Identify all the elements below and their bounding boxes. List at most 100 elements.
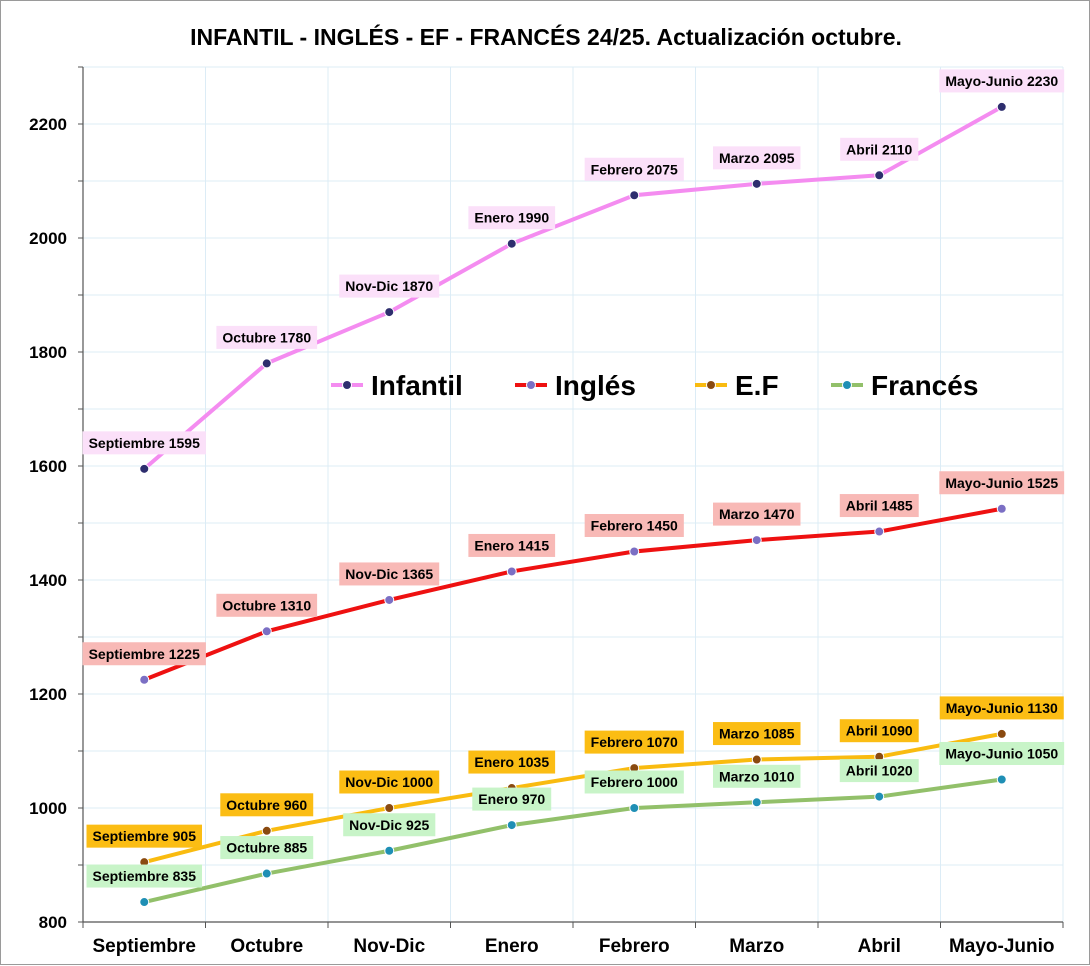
- data-label-text: Marzo 1470: [719, 506, 795, 522]
- data-label-text: Febrero 1070: [591, 734, 678, 750]
- data-label: Mayo-Junio 1525: [939, 471, 1065, 495]
- data-label-text: Mayo-Junio 1050: [945, 746, 1058, 762]
- data-label-box: [216, 593, 318, 617]
- data-point: [874, 170, 885, 181]
- data-point: [874, 526, 885, 537]
- data-label: Abril 2110: [840, 137, 919, 161]
- data-label: Octubre 1310: [216, 593, 318, 617]
- data-point: [261, 626, 272, 637]
- data-label: Febrero 1450: [584, 514, 684, 537]
- y-tick-label: 1200: [29, 685, 67, 704]
- data-label-text: Octubre 885: [226, 840, 307, 856]
- data-label: Mayo-Junio 1130: [939, 696, 1064, 720]
- data-label-text: Abril 1485: [846, 498, 913, 514]
- data-label: Marzo 1470: [713, 502, 801, 526]
- legend-swatch-marker: [526, 380, 536, 390]
- data-label-text: Abril 2110: [846, 141, 912, 157]
- data-label-text: Marzo 1085: [719, 726, 795, 742]
- data-label-box: [86, 864, 202, 888]
- data-label-box: [216, 325, 318, 349]
- data-label-text: Marzo 1010: [719, 768, 795, 784]
- data-label-text: Nov-Dic 925: [349, 817, 429, 833]
- data-point: [874, 791, 885, 802]
- legend-label: Infantil: [371, 370, 463, 401]
- data-point: [751, 178, 762, 189]
- data-label-box: [468, 533, 556, 557]
- data-label: Septiembre 1225: [82, 642, 206, 666]
- data-label-text: Mayo-Junio 1130: [946, 700, 1058, 716]
- data-label-box: [939, 69, 1065, 93]
- data-point: [261, 358, 272, 369]
- data-label-box: [220, 836, 314, 860]
- data-label: Abril 1090: [839, 719, 919, 743]
- data-label-text: Enero 1990: [474, 210, 549, 226]
- data-label-box: [339, 274, 440, 298]
- x-tick-label: Abril: [858, 936, 901, 957]
- series-line-infantil: [142, 104, 1004, 471]
- legend-label: Francés: [871, 370, 978, 401]
- data-label-text: Octubre 1310: [222, 597, 311, 613]
- chart-title: INFANTIL - INGLÉS - EF - FRANCÉS 24/25. …: [190, 23, 902, 50]
- data-point: [751, 797, 762, 808]
- data-label-box: [472, 787, 552, 811]
- data-label-text: Enero 970: [478, 791, 545, 807]
- data-label-text: Septiembre 1595: [89, 435, 200, 451]
- series-line-francs: [142, 777, 1004, 905]
- data-point: [506, 820, 517, 831]
- data-label: Febrero 1070: [584, 730, 684, 754]
- y-tick-label: 1600: [29, 457, 67, 476]
- data-label-text: Nov-Dic 1000: [345, 774, 433, 790]
- data-point: [996, 728, 1007, 739]
- data-point: [384, 594, 395, 605]
- data-label-box: [839, 759, 919, 783]
- data-label: Enero 1035: [468, 750, 556, 774]
- data-label: Abril 1485: [839, 494, 919, 518]
- data-label: Nov-Dic 1870: [339, 274, 440, 298]
- data-point: [629, 803, 640, 813]
- data-point: [506, 566, 517, 577]
- data-label-box: [713, 722, 801, 746]
- data-point: [996, 503, 1007, 514]
- series-line-ingls: [142, 506, 1004, 682]
- data-label: Nov-Dic 925: [343, 813, 436, 837]
- gridlines: [83, 66, 1064, 922]
- data-label-box: [339, 562, 440, 586]
- data-label: Abril 1020: [839, 759, 919, 783]
- legend-item: Francés: [831, 370, 978, 401]
- y-tick-label: 1800: [29, 343, 67, 362]
- data-point: [629, 190, 640, 201]
- data-label-box: [468, 750, 556, 774]
- data-label-box: [939, 471, 1065, 495]
- data-label-text: Nov-Dic 1870: [345, 278, 433, 294]
- data-label: Nov-Dic 1000: [339, 770, 440, 794]
- data-label-box: [86, 824, 202, 848]
- data-label: Octubre 1780: [216, 325, 318, 349]
- data-point: [139, 674, 150, 685]
- data-label-box: [343, 813, 436, 837]
- data-label-box: [82, 642, 206, 666]
- data-label-box: [584, 730, 684, 754]
- data-label-text: Mayo-Junio 1525: [945, 475, 1058, 491]
- x-tick-label: Mayo-Junio: [949, 936, 1055, 957]
- data-label-box: [82, 431, 206, 455]
- legend-label: Inglés: [555, 370, 636, 401]
- y-tick-label: 1400: [29, 571, 67, 590]
- data-label: Nov-Dic 1365: [339, 562, 440, 586]
- y-tick-label: 800: [39, 913, 67, 932]
- data-label-text: Octubre 1780: [222, 329, 311, 345]
- data-point: [384, 307, 395, 318]
- axes: 800 1000 1200 1400 1600 1800 2000 2200 Septiembr…: [29, 66, 1064, 957]
- data-point: [261, 868, 272, 879]
- data-point: [384, 845, 395, 856]
- legend: Infantil Inglés E.F Francés: [331, 370, 978, 401]
- data-label-box: [339, 770, 440, 794]
- data-label-text: Octubre 960: [226, 797, 307, 813]
- x-tick-label: Febrero: [599, 936, 670, 957]
- legend-swatch-marker: [342, 380, 352, 390]
- data-point: [751, 754, 762, 765]
- legend-swatch-marker: [706, 380, 716, 390]
- data-point: [996, 101, 1007, 112]
- data-label: Septiembre 905: [86, 824, 202, 848]
- x-tick-label: Enero: [485, 936, 539, 957]
